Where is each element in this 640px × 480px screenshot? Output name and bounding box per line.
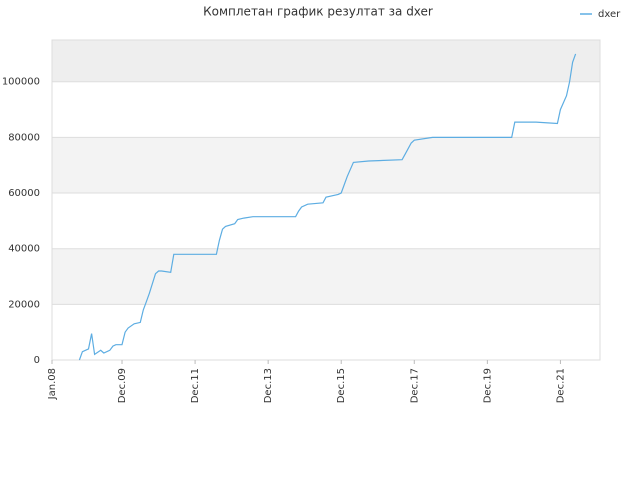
plot-frame: [51, 39, 601, 361]
y-tick-label: 40000: [8, 244, 40, 255]
x-tick-label: Dec.19: [482, 368, 493, 403]
y-tick-label: 0: [34, 355, 40, 366]
y-tick-label: 100000: [2, 77, 40, 88]
grid-band: [52, 40, 600, 82]
x-tick-label: Dec.09: [117, 368, 128, 403]
grid-band: [52, 248, 600, 305]
x-tick-label: Dec.17: [409, 368, 420, 403]
x-tick-label: Dec.21: [555, 368, 566, 403]
x-tick-label: Dec.13: [263, 368, 274, 403]
x-tick-label: Dec.11: [190, 368, 201, 403]
chart-title: Комплетан график резултат за dxer: [203, 5, 433, 19]
y-tick-label: 20000: [8, 299, 40, 310]
grid-band: [52, 137, 600, 194]
y-tick-label: 60000: [8, 188, 40, 199]
y-tick-label: 80000: [8, 132, 40, 143]
x-tick-label: Dec.15: [336, 368, 347, 403]
series-line: [78, 53, 577, 361]
legend-label: dxer: [598, 9, 621, 20]
x-tick-label: Jan.08: [47, 368, 58, 400]
